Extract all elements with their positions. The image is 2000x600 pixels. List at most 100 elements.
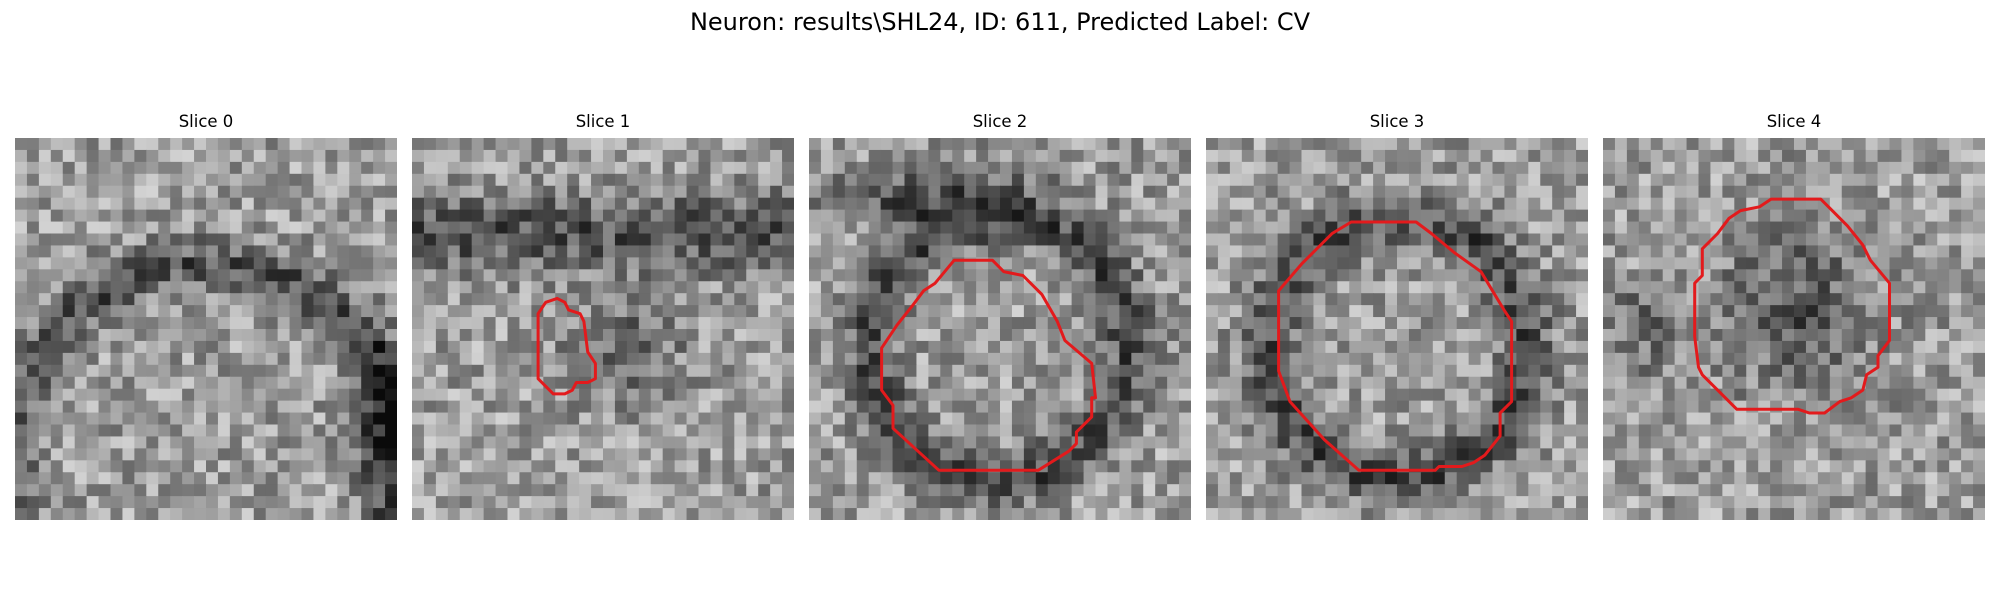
- pixel: [38, 173, 52, 187]
- pixel: [1155, 317, 1168, 330]
- pixel: [1301, 472, 1315, 485]
- pixel: [1722, 233, 1735, 247]
- pixel: [1253, 173, 1267, 187]
- pixel: [1492, 472, 1506, 485]
- pixel: [1889, 173, 1903, 187]
- pixel: [1758, 400, 1771, 414]
- pixel: [1504, 138, 1517, 151]
- pixel: [1325, 245, 1338, 258]
- pixel: [1011, 138, 1025, 151]
- pixel: [385, 269, 397, 282]
- pixel: [206, 329, 219, 342]
- pixel: [423, 472, 437, 485]
- pixel: [325, 400, 338, 414]
- pixel: [614, 257, 628, 270]
- pixel: [435, 269, 449, 282]
- pixel: [1155, 221, 1168, 235]
- pixel: [1913, 317, 1926, 330]
- pixel: [1107, 496, 1120, 509]
- pixel: [1179, 412, 1191, 426]
- pixel: [1456, 364, 1470, 378]
- pixel: [170, 305, 183, 318]
- pixel: [412, 484, 425, 497]
- pixel: [1794, 281, 1807, 294]
- pixel: [746, 508, 759, 520]
- pixel: [1686, 245, 1700, 258]
- pixel: [62, 221, 76, 235]
- pixel: [1313, 424, 1326, 438]
- pixel: [1913, 161, 1926, 175]
- pixel: [868, 197, 882, 211]
- pixel: [916, 508, 929, 520]
- pixel: [892, 376, 906, 390]
- pixel: [1686, 209, 1700, 223]
- pixel: [241, 269, 255, 282]
- pixel: [1674, 173, 1688, 187]
- pixel: [531, 138, 544, 151]
- pixel: [928, 305, 941, 318]
- pixel: [1925, 436, 1938, 449]
- pixel: [1408, 352, 1422, 366]
- pixel: [1071, 149, 1085, 163]
- pixel: [710, 197, 723, 211]
- pixel: [253, 484, 267, 497]
- pixel: [206, 293, 219, 306]
- pixel: [313, 436, 326, 449]
- pixel: [229, 185, 243, 199]
- pixel: [722, 317, 735, 330]
- pixel: [241, 233, 255, 247]
- pixel: [1337, 436, 1350, 449]
- pixel: [1155, 376, 1168, 390]
- pixel: [182, 233, 195, 247]
- pixel: [770, 197, 783, 211]
- pixel: [1603, 436, 1616, 449]
- pixel: [650, 209, 664, 223]
- pixel: [483, 221, 497, 235]
- pixel: [74, 209, 88, 223]
- pixel: [483, 496, 497, 509]
- pixel: [26, 364, 40, 378]
- pixel: [1265, 424, 1279, 438]
- pixel: [1889, 340, 1903, 354]
- pixel: [1420, 293, 1434, 306]
- pixel: [373, 138, 386, 151]
- pixel: [301, 412, 315, 426]
- pixel: [1805, 305, 1819, 318]
- pixel: [182, 376, 195, 390]
- pixel: [820, 388, 834, 402]
- pixel: [758, 508, 771, 520]
- pixel: [892, 388, 906, 402]
- pixel: [988, 340, 1001, 354]
- pixel: [928, 245, 941, 258]
- pixel: [1095, 233, 1109, 247]
- pixel: [698, 197, 712, 211]
- pixel: [734, 281, 747, 294]
- pixel: [770, 484, 783, 497]
- pixel: [1973, 400, 1985, 414]
- pixel: [1552, 376, 1565, 390]
- pixel: [15, 245, 28, 258]
- pixel: [1397, 400, 1410, 414]
- pixel: [1361, 388, 1374, 402]
- pixel: [844, 197, 858, 211]
- pixel: [1397, 412, 1410, 426]
- pixel: [614, 161, 628, 175]
- pixel: [770, 173, 783, 187]
- pixel: [856, 400, 870, 414]
- pixel: [265, 424, 279, 438]
- pixel: [1241, 508, 1255, 520]
- slice-title: Slice 2: [972, 112, 1028, 131]
- pixel: [86, 412, 100, 426]
- pixel: [1853, 197, 1867, 211]
- pixel: [614, 173, 628, 187]
- pixel: [86, 233, 100, 247]
- pixel: [567, 352, 580, 366]
- pixel: [206, 197, 219, 211]
- pixel: [1349, 221, 1362, 235]
- pixel: [1420, 317, 1434, 330]
- pixel: [856, 460, 870, 473]
- pixel: [1937, 412, 1950, 426]
- pixel: [1095, 269, 1109, 282]
- pixel: [1540, 484, 1553, 497]
- pixel: [158, 161, 171, 175]
